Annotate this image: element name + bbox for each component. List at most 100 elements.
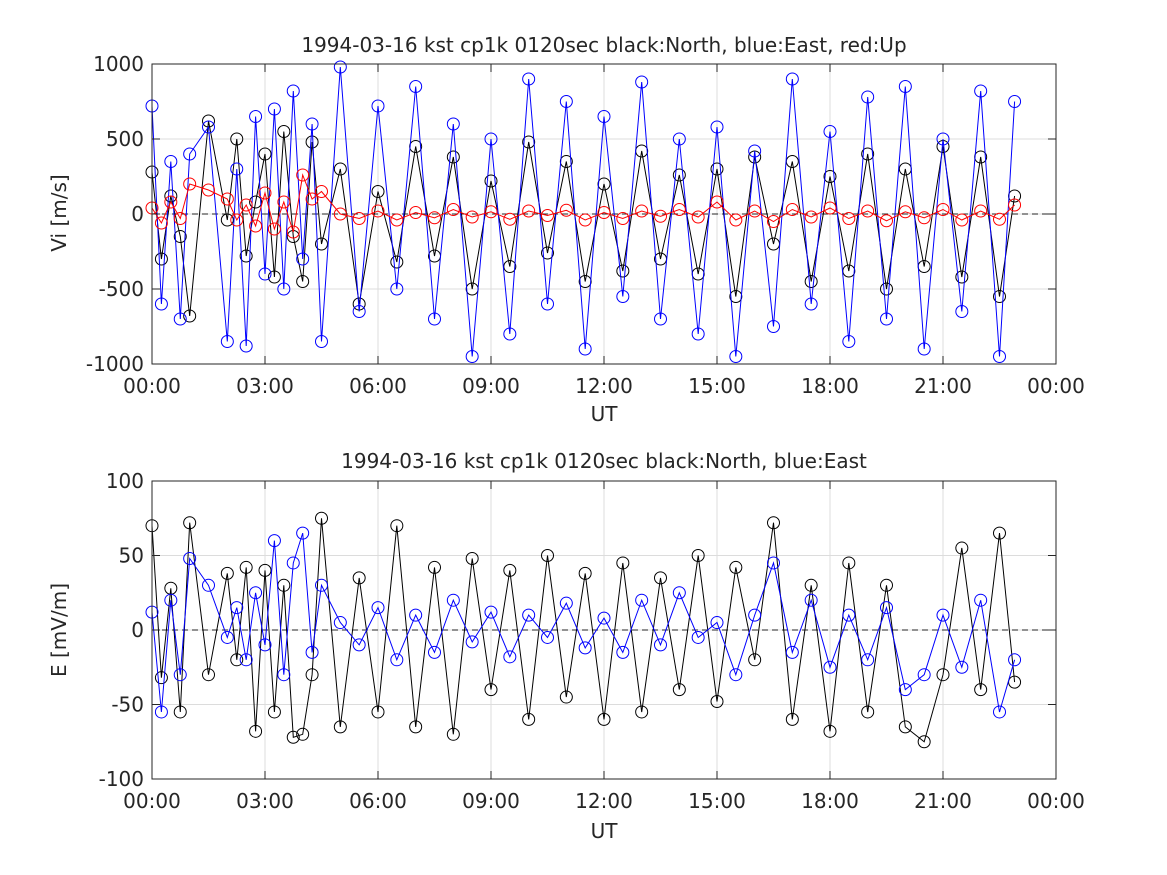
velocity-up-data-point: [296, 168, 310, 182]
efield-north-data-point: [842, 556, 856, 570]
velocity-up-data-point: [767, 215, 780, 228]
velocity-east-data-point: [936, 132, 950, 146]
efield-east-data-point: [955, 660, 969, 674]
velocity-panel: 1994-03-16 kst cp1k 0120sec black:North,…: [47, 33, 1085, 426]
velocity-north-data-point: [823, 170, 837, 183]
efield-east-data-point: [409, 608, 423, 622]
efield-east-data-point: [823, 660, 837, 674]
efield-east-data-point: [861, 653, 875, 667]
efield-east-data-point: [974, 593, 988, 607]
velocity-x-tick-label: 00:00: [1027, 374, 1085, 398]
velocity-north-data-point: [710, 162, 724, 176]
velocity-north-data-point: [484, 174, 498, 188]
velocity-east-series-line: [151, 66, 1016, 357]
velocity-y-tick-label: 500: [106, 127, 144, 151]
efield-x-tick-label: 06:00: [349, 789, 407, 813]
efield-x-tick-label: 15:00: [688, 789, 746, 813]
velocity-north-data-point: [333, 162, 347, 176]
efield-ticks: 00:00 03:00 06:00 09:00 12:00 15:00 18:00 21:00…: [99, 469, 1085, 813]
velocity-up-data-point: [202, 183, 215, 197]
velocity-east-data-point: [654, 312, 667, 326]
velocity-north-data-point: [616, 264, 630, 278]
velocity-north-data-point: [390, 255, 404, 269]
efield-north-data-point: [785, 712, 799, 726]
velocity-east-data-point: [164, 155, 178, 168]
efield-east-data-point: [635, 593, 649, 607]
velocity-up-data-point: [371, 204, 385, 218]
efield-y-tick-label: 0: [131, 618, 144, 642]
efield-panel: 1994-03-16 kst cp1k 0120sec black:North,…: [47, 449, 1085, 843]
efield-east-data-point: [230, 601, 244, 615]
velocity-north-data-point: [522, 135, 536, 149]
velocity-east-data-point: [371, 99, 385, 113]
velocity-up-data-point: [578, 213, 592, 227]
velocity-east-data-point: [578, 342, 592, 356]
velocity-x-tick-label: 18:00: [801, 374, 859, 398]
velocity-north-data-point: [173, 230, 187, 243]
efield-east-data-point: [220, 630, 234, 644]
velocity-north-data-point: [239, 249, 253, 263]
velocity-up-data-point: [823, 201, 837, 215]
velocity-up-data-point: [333, 207, 347, 221]
efield-y-tick-label: -100: [99, 767, 144, 791]
velocity-x-tick-label: 09:00: [462, 374, 520, 398]
efield-north-data-point: [597, 712, 611, 726]
efield-north-data-point: [748, 653, 762, 667]
velocity-north-data-point: [804, 275, 818, 288]
velocity-up-data-point: [164, 195, 178, 209]
efield-y-tick-label: -50: [111, 693, 144, 717]
velocity-up-data-point: [154, 216, 168, 230]
efield-x-tick-label: 00:00: [1027, 789, 1085, 813]
efield-east-data-point: [654, 638, 667, 652]
efield-east-data-point: [503, 650, 517, 664]
efield-series: [145, 511, 1022, 749]
velocity-up-data-point: [230, 213, 244, 227]
velocity-east-data-point: [672, 132, 686, 146]
velocity-up-data-point: [842, 212, 856, 225]
efield-north-data-point: [230, 653, 244, 667]
velocity-east-data-point: [748, 144, 762, 158]
efield-east-series-line: [151, 532, 1016, 713]
efield-north-data-point: [578, 566, 592, 580]
velocity-east-data-point: [1008, 95, 1022, 108]
velocity-up-data-point: [917, 211, 931, 225]
velocity-up-data-point: [898, 205, 912, 219]
efield-north-data-point: [691, 549, 705, 562]
efield-east-data-point: [767, 556, 780, 570]
velocity-north-data-point: [154, 252, 168, 266]
efield-north-data-point: [202, 668, 215, 682]
velocity-up-data-point: [183, 177, 197, 191]
velocity-east-data-point: [183, 147, 197, 161]
velocity-east-data-point: [917, 342, 931, 356]
velocity-east-data-point: [541, 297, 554, 311]
velocity-up-data-point: [541, 209, 554, 222]
efield-north-data-point: [710, 695, 724, 709]
efield-east-data-point: [785, 645, 799, 659]
velocity-east-data-point: [220, 335, 234, 348]
efield-north-data-point: [917, 735, 931, 749]
efield-east-data-point: [277, 668, 291, 682]
velocity-east-data-point: [333, 60, 347, 74]
velocity-north-data-point: [296, 275, 310, 288]
velocity-east-data-point: [390, 282, 404, 296]
efield-north-data-point: [974, 683, 988, 697]
velocity-north-data-point: [503, 260, 517, 273]
velocity-east-data-point: [842, 335, 856, 348]
velocity-up-data-point: [672, 203, 686, 216]
velocity-up-data-point: [654, 209, 667, 223]
velocity-north-data-point: [305, 135, 319, 149]
velocity-east-data-point: [955, 305, 969, 318]
velocity-up-data-point: [315, 185, 328, 198]
efield-north-data-point: [522, 712, 536, 726]
efield-east-data-point: [202, 578, 215, 592]
velocity-north-data-point: [541, 246, 554, 260]
velocity-up-data-point: [428, 211, 441, 225]
efield-north-data-point: [616, 556, 630, 570]
efield-east-data-point: [154, 705, 168, 719]
velocity-east-data-point: [465, 350, 479, 363]
efield-x-tick-label: 18:00: [801, 789, 859, 813]
efield-east-data-point: [305, 645, 319, 659]
velocity-east-data-point: [861, 90, 875, 104]
velocity-east-data-point: [173, 312, 187, 326]
